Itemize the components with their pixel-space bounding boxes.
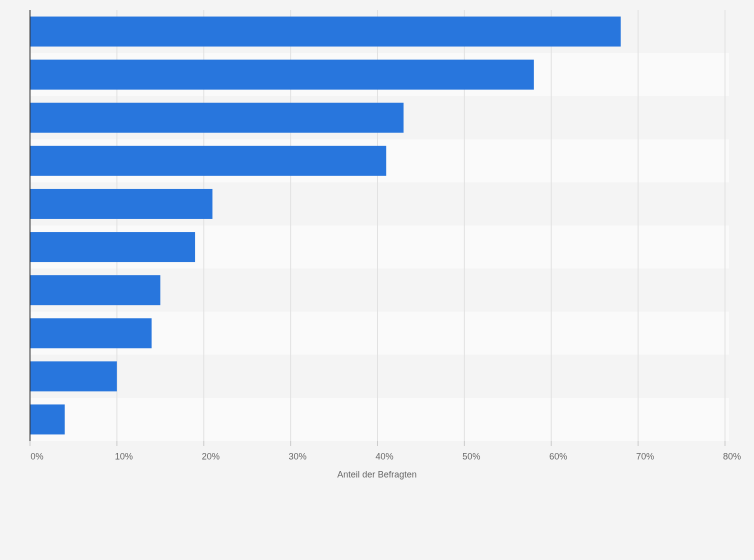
bar	[30, 318, 152, 349]
row-band	[30, 397, 729, 441]
x-axis-label: Anteil der Befragten	[337, 469, 417, 479]
x-tick-label: 10%	[115, 451, 133, 461]
x-tick-label: 80%	[723, 451, 741, 461]
bar	[30, 404, 65, 435]
bar	[30, 275, 161, 306]
bar	[30, 361, 117, 392]
bar	[30, 145, 387, 176]
x-tick-label: 40%	[375, 451, 393, 461]
bar	[30, 59, 534, 90]
x-tick-label: 20%	[202, 451, 220, 461]
row-band	[30, 354, 729, 398]
x-tick-label: 30%	[289, 451, 307, 461]
bar	[30, 102, 404, 133]
x-tick-label: 50%	[462, 451, 480, 461]
bar	[30, 188, 213, 219]
bar	[30, 232, 196, 263]
bar	[30, 16, 621, 47]
x-tick-label: 60%	[549, 451, 567, 461]
x-tick-label: 0%	[30, 451, 43, 461]
x-tick-label: 70%	[636, 451, 654, 461]
